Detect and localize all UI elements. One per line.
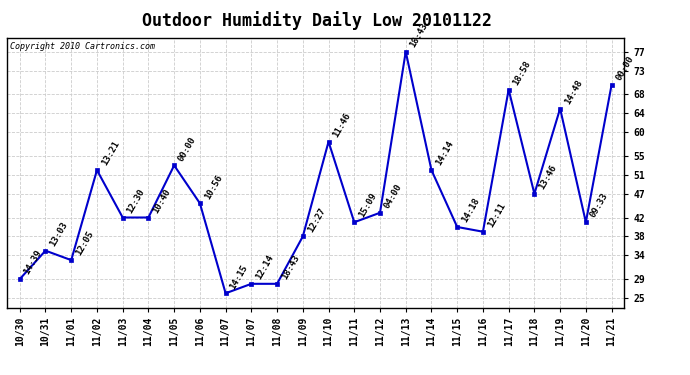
Text: Copyright 2010 Cartronics.com: Copyright 2010 Cartronics.com bbox=[10, 42, 155, 51]
Text: 14:14: 14:14 bbox=[434, 140, 455, 167]
Text: 14:48: 14:48 bbox=[563, 78, 584, 106]
Text: 13:03: 13:03 bbox=[48, 220, 70, 248]
Text: 14:15: 14:15 bbox=[228, 263, 250, 291]
Text: 11:46: 11:46 bbox=[331, 111, 353, 139]
Text: 12:05: 12:05 bbox=[74, 230, 95, 257]
Text: 00:00: 00:00 bbox=[614, 54, 635, 82]
Text: 12:11: 12:11 bbox=[486, 201, 507, 229]
Text: 04:00: 04:00 bbox=[383, 182, 404, 210]
Text: 10:40: 10:40 bbox=[151, 187, 172, 215]
Text: 18:43: 18:43 bbox=[408, 21, 430, 49]
Text: 18:58: 18:58 bbox=[511, 59, 533, 87]
Text: 10:56: 10:56 bbox=[203, 173, 224, 201]
Text: 14:18: 14:18 bbox=[460, 196, 481, 224]
Text: 09:33: 09:33 bbox=[589, 192, 610, 219]
Text: 14:39: 14:39 bbox=[23, 249, 43, 276]
Text: 18:43: 18:43 bbox=[280, 253, 301, 281]
Text: 13:21: 13:21 bbox=[100, 140, 121, 167]
Text: 13:46: 13:46 bbox=[538, 163, 558, 191]
Text: Outdoor Humidity Daily Low 20101122: Outdoor Humidity Daily Low 20101122 bbox=[142, 11, 493, 30]
Text: 00:00: 00:00 bbox=[177, 135, 198, 163]
Text: 15:09: 15:09 bbox=[357, 192, 378, 219]
Text: 12:30: 12:30 bbox=[126, 187, 147, 215]
Text: 12:14: 12:14 bbox=[254, 253, 275, 281]
Text: 12:27: 12:27 bbox=[306, 206, 327, 234]
